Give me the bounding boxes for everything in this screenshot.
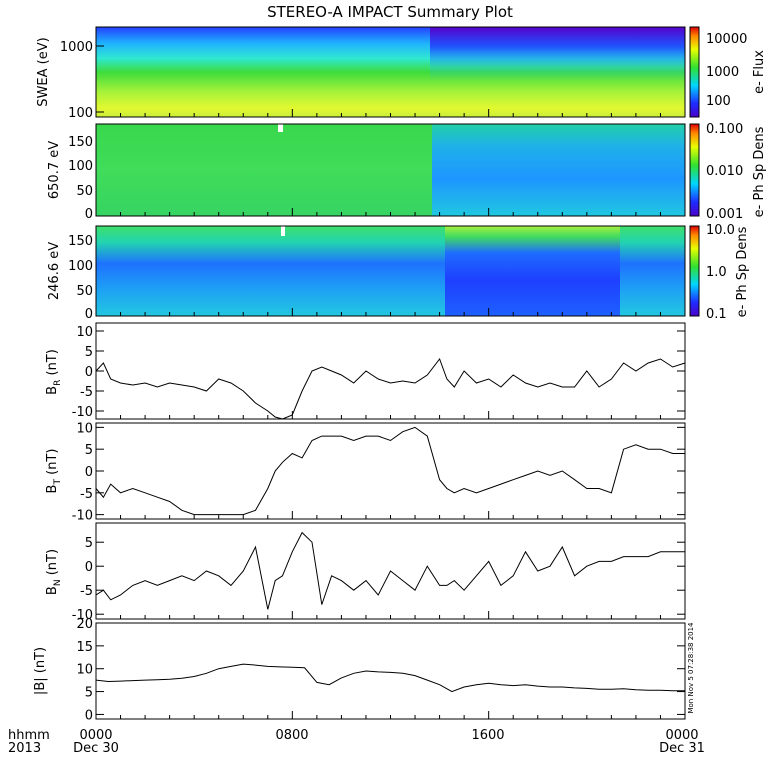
pad246-data-gap bbox=[281, 226, 285, 236]
pad246-panel: 150 100 50 0 246.6 eV 10.0 1.0 0.1 e- Ph… bbox=[47, 223, 750, 322]
cbar-tick: 1000 bbox=[706, 65, 739, 80]
swea-ylabel: SWEA (eV) bbox=[36, 37, 51, 106]
bmag-panel: 20 15 10 5 0 |B| (nT) Mon Nov 5 07:28:38 201… bbox=[33, 617, 695, 723]
ytick-label: 0 bbox=[85, 560, 93, 575]
footer-year: 2013 bbox=[8, 741, 41, 756]
ytick-label: 10 bbox=[76, 421, 93, 436]
cbar-label: e- Flux bbox=[752, 50, 767, 94]
bt-frame bbox=[95, 422, 686, 520]
pad246-low-region bbox=[445, 226, 620, 316]
swea-panel: 1000 100 SWEA (eV) 10000 1000 100 e- Flu… bbox=[36, 26, 767, 121]
ytick-label: -10 bbox=[72, 608, 93, 623]
series-line bbox=[95, 663, 685, 693]
ytick-label: 20 bbox=[76, 617, 93, 632]
pad650-colorbar bbox=[689, 123, 700, 217]
ytick-label: 5 bbox=[85, 443, 93, 458]
ytick-label: -5 bbox=[80, 385, 93, 400]
footer-start-time: 0000 bbox=[79, 728, 112, 743]
bmag-yticks: 20 15 10 5 0 bbox=[76, 617, 685, 723]
ytick-label: 15 bbox=[76, 640, 93, 655]
ytick-label: 1000 bbox=[60, 40, 93, 55]
ytick-label: 0 bbox=[85, 307, 93, 322]
series-line bbox=[95, 357, 686, 420]
pad246-ylabel: 246.6 eV bbox=[47, 242, 62, 300]
ytick-label: 150 bbox=[68, 135, 93, 150]
bmag-line-group bbox=[95, 663, 685, 693]
footer-end-date: Dec 31 bbox=[659, 741, 705, 756]
ytick-label: -10 bbox=[72, 405, 93, 420]
cbar-label: e- Ph Sp Dens bbox=[752, 126, 767, 217]
timestamp: Mon Nov 5 07:28:38 2014 bbox=[687, 622, 695, 714]
x-ticks bbox=[95, 109, 686, 719]
pad650-panel: 150 100 50 0 650.7 eV 0.100 0.010 0.001 … bbox=[47, 122, 767, 222]
footer-mid1: 0800 bbox=[275, 728, 308, 743]
pad650-low-region bbox=[432, 124, 685, 216]
ytick-label: 0 bbox=[85, 365, 93, 380]
ytick-label: 0 bbox=[85, 465, 93, 480]
ytick-label: 100 bbox=[68, 159, 93, 174]
ytick-label: 5 bbox=[85, 536, 93, 551]
bmag-frame bbox=[95, 622, 686, 720]
pad650-data-gap bbox=[278, 124, 283, 132]
br-frame bbox=[95, 322, 686, 420]
ytick-label: 5 bbox=[85, 345, 93, 360]
ytick-label: 150 bbox=[68, 234, 93, 249]
pad650-ylabel: 650.7 eV bbox=[47, 141, 62, 199]
ytick-label: 0 bbox=[85, 207, 93, 222]
swea-depleted-region bbox=[430, 27, 685, 117]
ytick-label: 100 bbox=[68, 106, 93, 121]
cbar-tick: 0.001 bbox=[706, 207, 743, 222]
ytick-label: 5 bbox=[85, 686, 93, 701]
bt-line-group bbox=[95, 426, 685, 516]
ytick-label: 50 bbox=[76, 184, 93, 199]
bn-line-group bbox=[95, 531, 685, 610]
footer-start-date: Dec 30 bbox=[73, 741, 119, 756]
cbar-tick: 1.0 bbox=[706, 265, 727, 280]
cbar-tick: 10.0 bbox=[706, 223, 735, 238]
br-ylabel: BR (nT) bbox=[45, 349, 63, 395]
cbar-tick: 10000 bbox=[706, 32, 747, 47]
cbar-label: e- Ph Sp Dens bbox=[735, 226, 750, 317]
ytick-label: 0 bbox=[85, 708, 93, 723]
ytick-label: 10 bbox=[76, 325, 93, 340]
ytick-label: 100 bbox=[68, 259, 93, 274]
cbar-tick: 0.1 bbox=[706, 307, 727, 322]
bn-yticks: 5 0 -5 -10 bbox=[72, 536, 685, 623]
swea-colorbar bbox=[689, 26, 700, 118]
ytick-label: 10 bbox=[76, 663, 93, 678]
br-yticks: 10 5 0 -5 -10 bbox=[72, 325, 685, 420]
plot-title: STEREO-A IMPACT Summary Plot bbox=[267, 3, 513, 21]
pad246-colorbar bbox=[689, 225, 700, 317]
bn-ylabel: BN (nT) bbox=[45, 549, 63, 595]
br-panel: 10 5 0 -5 -10 BR (nT) bbox=[45, 322, 686, 420]
footer-hhmm: hhmm bbox=[8, 728, 50, 743]
footer-mid2: 1600 bbox=[471, 728, 504, 743]
bt-panel: 10 5 0 -5 -10 BT (nT) bbox=[45, 421, 686, 524]
ytick-label: 50 bbox=[76, 284, 93, 299]
footer-end-time: 0000 bbox=[665, 728, 698, 743]
bn-panel: 5 0 -5 -10 BN (nT) bbox=[45, 522, 686, 623]
cbar-tick: 0.010 bbox=[706, 164, 743, 179]
ytick-label: -10 bbox=[72, 509, 93, 524]
br-line-group bbox=[95, 357, 686, 420]
cbar-tick: 0.100 bbox=[706, 122, 743, 137]
ytick-label: -5 bbox=[80, 584, 93, 599]
bt-ylabel: BT (nT) bbox=[45, 449, 63, 494]
series-line bbox=[95, 426, 685, 516]
bt-yticks: 10 5 0 -5 -10 bbox=[72, 421, 685, 524]
series-line bbox=[95, 531, 685, 610]
cbar-tick: 100 bbox=[706, 94, 731, 109]
ytick-label: -5 bbox=[80, 487, 93, 502]
bmag-ylabel: |B| (nT) bbox=[33, 647, 48, 695]
